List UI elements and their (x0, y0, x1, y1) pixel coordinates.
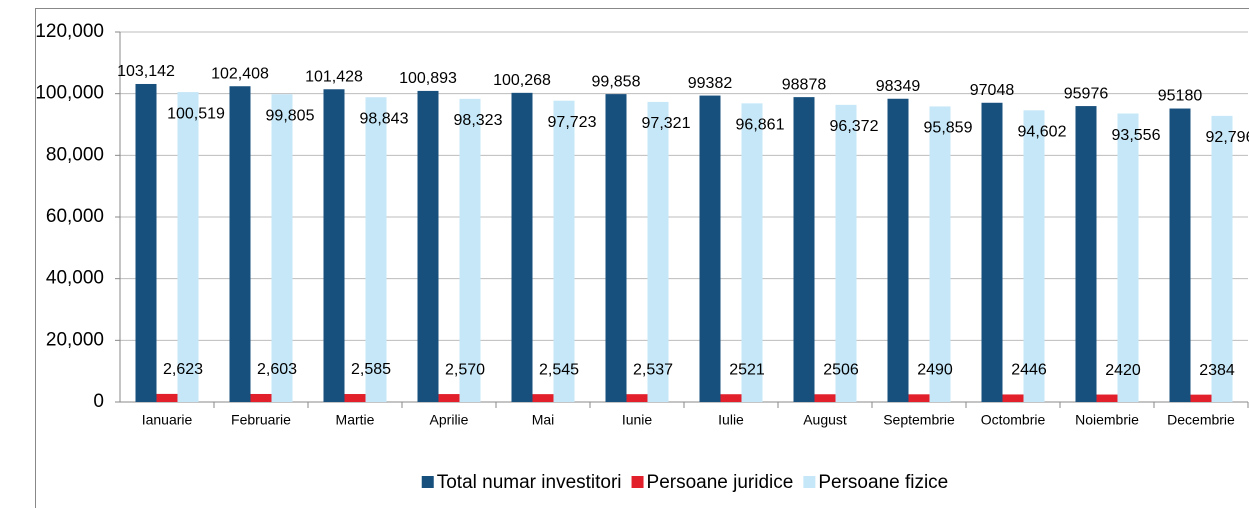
bar (1117, 113, 1139, 402)
bar (438, 394, 460, 402)
x-tick-label: Iunie (622, 412, 653, 428)
value-label: 102,408 (211, 65, 269, 82)
value-label: 99,858 (592, 73, 641, 90)
value-label: 98878 (782, 76, 827, 93)
value-label: 98,323 (454, 112, 503, 129)
value-label: 93,556 (1112, 127, 1161, 144)
value-label: 95976 (1064, 85, 1109, 102)
bar (417, 90, 439, 402)
bar (647, 101, 669, 403)
bar (344, 394, 366, 402)
value-label: 94,602 (1018, 124, 1067, 141)
value-label: 95,859 (924, 120, 973, 137)
bar (626, 394, 648, 402)
bar (459, 98, 481, 403)
value-label: 100,268 (493, 72, 551, 89)
value-label: 92,796 (1206, 129, 1249, 146)
y-tick-label: 120,000 (35, 21, 104, 42)
bar (1096, 394, 1118, 402)
value-label: 2,537 (633, 361, 673, 378)
x-tick-label: Aprilie (430, 412, 469, 428)
bar (365, 97, 387, 403)
value-label: 2506 (823, 361, 859, 378)
value-label: 96,372 (830, 118, 879, 135)
bar (271, 94, 293, 402)
bar (135, 83, 157, 403)
value-label: 2420 (1105, 362, 1141, 379)
bar (250, 393, 272, 402)
bar (1002, 394, 1024, 402)
bar (323, 89, 345, 402)
value-label: 98349 (876, 78, 921, 95)
bar (1190, 394, 1212, 402)
legend-label: Persoane juridice (647, 472, 794, 493)
bar (699, 95, 721, 402)
x-tick-label: August (803, 412, 847, 428)
value-label: 99382 (688, 75, 733, 92)
x-tick-label: Februarie (231, 412, 291, 428)
value-label: 97,321 (642, 115, 691, 132)
bar (1169, 108, 1191, 403)
bar (929, 106, 951, 402)
legend-swatch (803, 476, 816, 488)
bar (229, 86, 251, 402)
value-label: 2,570 (445, 361, 485, 378)
legend-label: Persoane fizice (818, 472, 948, 493)
bar (981, 102, 1003, 402)
chart-frame (35, 8, 1249, 508)
x-tick-label: Ianuarie (142, 412, 193, 428)
legend-swatch (421, 476, 434, 488)
value-label: 2384 (1199, 362, 1235, 379)
value-label: 2,545 (539, 361, 579, 378)
y-tick-label: 80,000 (46, 144, 104, 165)
value-label: 99,805 (266, 107, 315, 124)
bar (511, 92, 533, 402)
y-tick-label: 20,000 (46, 329, 104, 350)
value-label: 96,861 (736, 117, 785, 134)
x-tick-label: Octombrie (981, 412, 1046, 428)
value-label: 100,893 (399, 70, 457, 87)
bar (908, 394, 930, 402)
x-tick-label: Martie (336, 412, 375, 428)
x-tick-label: Noiembrie (1075, 412, 1139, 428)
bar (835, 104, 857, 402)
value-label: 100,519 (167, 105, 225, 122)
y-tick-label: 40,000 (46, 268, 104, 289)
bar (177, 92, 199, 403)
bar (1075, 106, 1097, 402)
y-tick-label: 60,000 (46, 206, 104, 227)
bar (553, 100, 575, 403)
bar (532, 394, 554, 402)
value-label: 103,142 (117, 63, 175, 80)
bar (741, 103, 763, 403)
bar (720, 394, 742, 402)
bar (156, 393, 178, 402)
value-label: 2,623 (163, 361, 203, 378)
value-label: 101,428 (305, 68, 363, 85)
value-label: 2490 (917, 362, 953, 379)
y-tick-label: 100,000 (35, 83, 104, 104)
value-label: 97048 (970, 82, 1015, 99)
bar (605, 94, 627, 403)
x-tick-label: Iulie (718, 412, 744, 428)
value-label: 97,723 (548, 114, 597, 131)
value-label: 95180 (1158, 88, 1203, 105)
legend-label: Total numar investitori (437, 472, 622, 493)
y-tick-label: 0 (93, 391, 104, 412)
bar (1023, 110, 1045, 403)
bar (1211, 115, 1233, 402)
value-label: 98,843 (360, 110, 409, 127)
value-label: 2,585 (351, 361, 391, 378)
x-tick-label: Septembrie (883, 412, 955, 428)
x-tick-label: Decembrie (1167, 412, 1235, 428)
value-label: 2446 (1011, 362, 1047, 379)
bar (887, 98, 909, 402)
value-label: 2,603 (257, 361, 297, 378)
x-tick-label: Mai (532, 412, 555, 428)
value-label: 2521 (729, 361, 765, 378)
bar (793, 97, 815, 403)
bar (814, 394, 836, 402)
legend-swatch (631, 476, 644, 488)
